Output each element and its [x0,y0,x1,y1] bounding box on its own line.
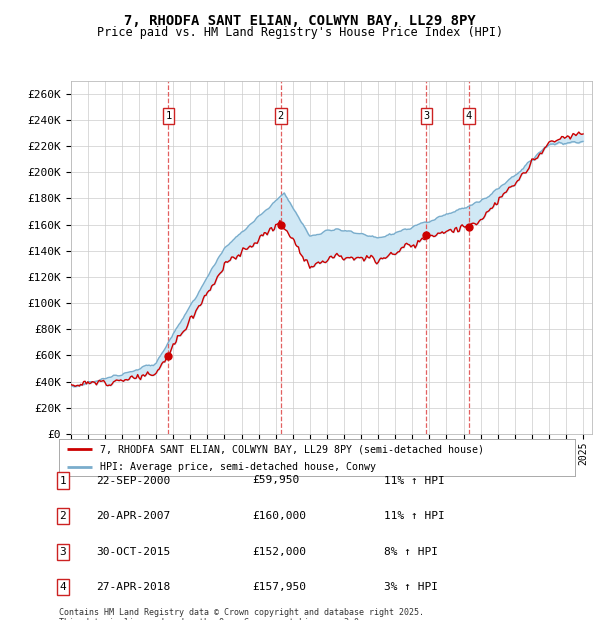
Text: 2: 2 [278,111,284,121]
Text: 7, RHODFA SANT ELIAN, COLWYN BAY, LL29 8PY: 7, RHODFA SANT ELIAN, COLWYN BAY, LL29 8… [124,14,476,28]
Text: Contains HM Land Registry data © Crown copyright and database right 2025.
This d: Contains HM Land Registry data © Crown c… [59,608,424,620]
Text: 27-APR-2018: 27-APR-2018 [96,582,170,592]
Text: £152,000: £152,000 [252,547,306,557]
Text: 22-SEP-2000: 22-SEP-2000 [96,476,170,485]
Text: 3: 3 [59,547,67,557]
Text: 3: 3 [424,111,430,121]
Text: 30-OCT-2015: 30-OCT-2015 [96,547,170,557]
Text: £157,950: £157,950 [252,582,306,592]
Text: Price paid vs. HM Land Registry's House Price Index (HPI): Price paid vs. HM Land Registry's House … [97,26,503,39]
Text: 4: 4 [59,582,67,592]
Text: HPI: Average price, semi-detached house, Conwy: HPI: Average price, semi-detached house,… [100,462,376,472]
Text: 11% ↑ HPI: 11% ↑ HPI [384,511,445,521]
Text: 7, RHODFA SANT ELIAN, COLWYN BAY, LL29 8PY (semi-detached house): 7, RHODFA SANT ELIAN, COLWYN BAY, LL29 8… [100,445,484,454]
Text: 20-APR-2007: 20-APR-2007 [96,511,170,521]
Text: 11% ↑ HPI: 11% ↑ HPI [384,476,445,485]
Text: £160,000: £160,000 [252,511,306,521]
Text: 1: 1 [166,111,172,121]
Text: 2: 2 [59,511,67,521]
Text: 1: 1 [59,476,67,485]
Text: £59,950: £59,950 [252,476,299,485]
Text: 3% ↑ HPI: 3% ↑ HPI [384,582,438,592]
Text: 8% ↑ HPI: 8% ↑ HPI [384,547,438,557]
Text: 4: 4 [466,111,472,121]
